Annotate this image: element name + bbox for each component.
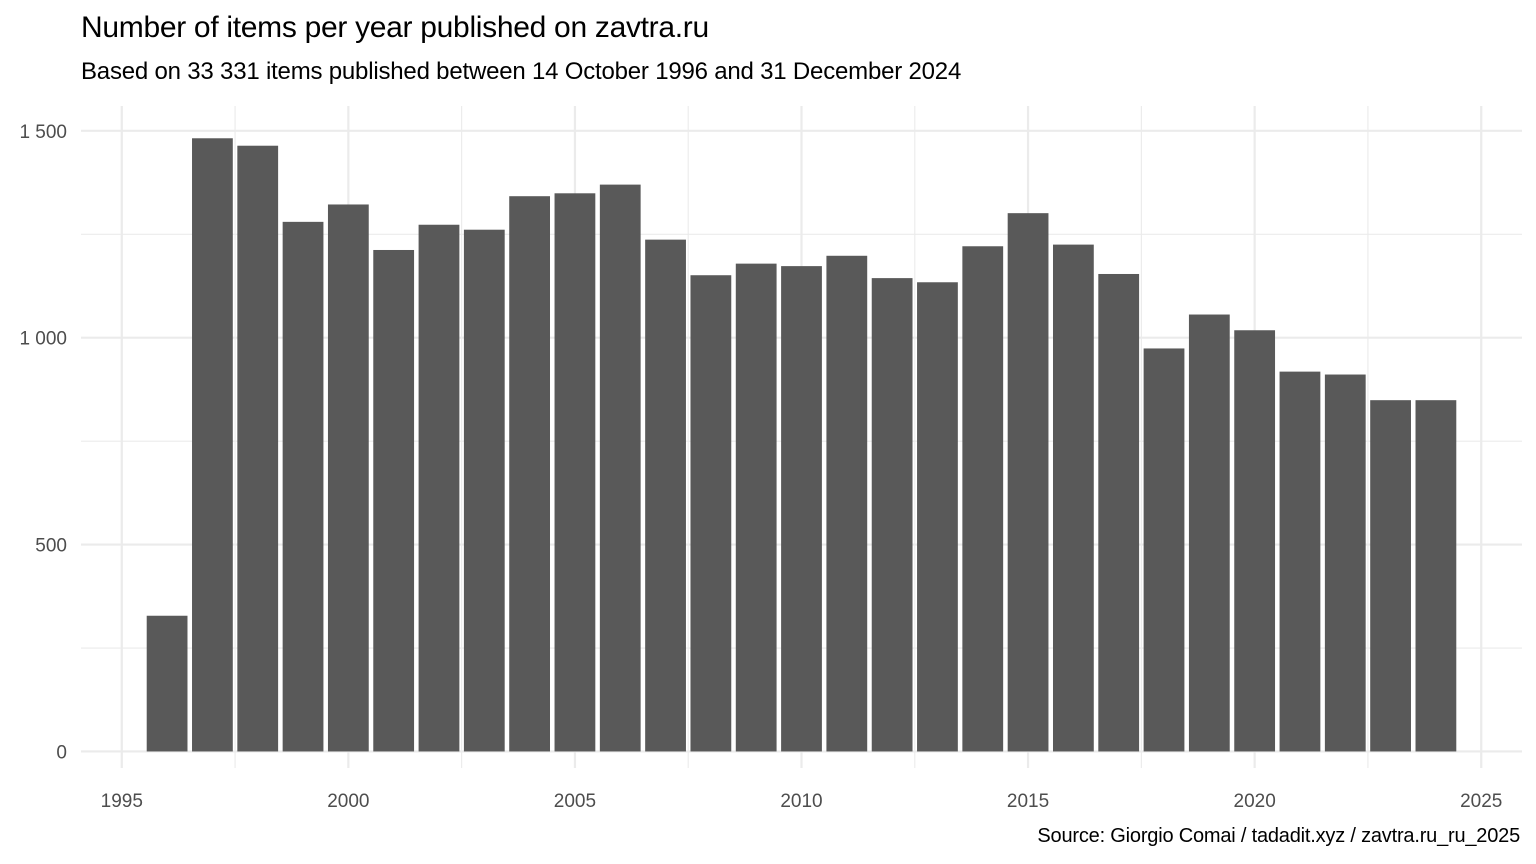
bar-2000 (327, 204, 369, 752)
bar-2021 (1279, 371, 1321, 752)
bar-2019 (1188, 314, 1230, 752)
x-tick-label-2000: 2000 (327, 791, 369, 812)
bar-2001 (373, 249, 415, 752)
bar-2005 (554, 193, 596, 752)
bar-2010 (781, 266, 822, 752)
x-tick-label-2025: 2025 (1460, 791, 1502, 812)
bar-2003 (463, 229, 505, 752)
bar-2024 (1415, 400, 1457, 752)
x-tick-label-1995: 1995 (101, 791, 143, 812)
bar-2014 (962, 246, 1004, 752)
bar-2016 (1052, 244, 1094, 752)
bar-2006 (599, 184, 641, 752)
bar-2009 (735, 263, 777, 752)
x-tick-label-2005: 2005 (554, 791, 596, 812)
bar-2011 (826, 255, 868, 752)
bar-2007 (645, 239, 686, 752)
bar-1997 (192, 138, 233, 752)
bar-2013 (917, 282, 958, 752)
bar-2017 (1098, 273, 1140, 752)
y-tick-label-0: 0 (56, 742, 67, 763)
chart-title: Number of items per year published on za… (81, 11, 709, 44)
bar-2020 (1234, 330, 1276, 752)
bar-2008 (690, 275, 732, 752)
x-tick-label-2015: 2015 (1007, 791, 1049, 812)
bar-2018 (1143, 348, 1185, 752)
y-axis: 0 500 1 000 1 500 (19, 122, 67, 764)
x-tick-label-2020: 2020 (1234, 791, 1276, 812)
bar-2012 (871, 278, 913, 752)
bar-2023 (1370, 400, 1411, 752)
x-axis: 1995 2000 2005 2010 2015 2020 2025 (101, 791, 1503, 812)
bar-2022 (1324, 374, 1366, 752)
y-tick-label-500: 500 (35, 536, 67, 557)
y-tick-label-1000: 1 000 (19, 329, 67, 350)
bars (146, 138, 1457, 752)
bar-2004 (509, 196, 551, 752)
chart-subtitle: Based on 33 331 items published between … (81, 58, 962, 85)
x-tick-label-2010: 2010 (780, 791, 822, 812)
y-tick-label-1500: 1 500 (19, 122, 67, 143)
bar-1996 (146, 615, 188, 752)
bar-1999 (282, 221, 324, 752)
bar-1998 (237, 145, 279, 752)
bar-2002 (418, 224, 460, 752)
bar-2015 (1007, 213, 1049, 752)
chart-caption: Source: Giorgio Comai / tadadit.xyz / za… (1037, 825, 1520, 847)
